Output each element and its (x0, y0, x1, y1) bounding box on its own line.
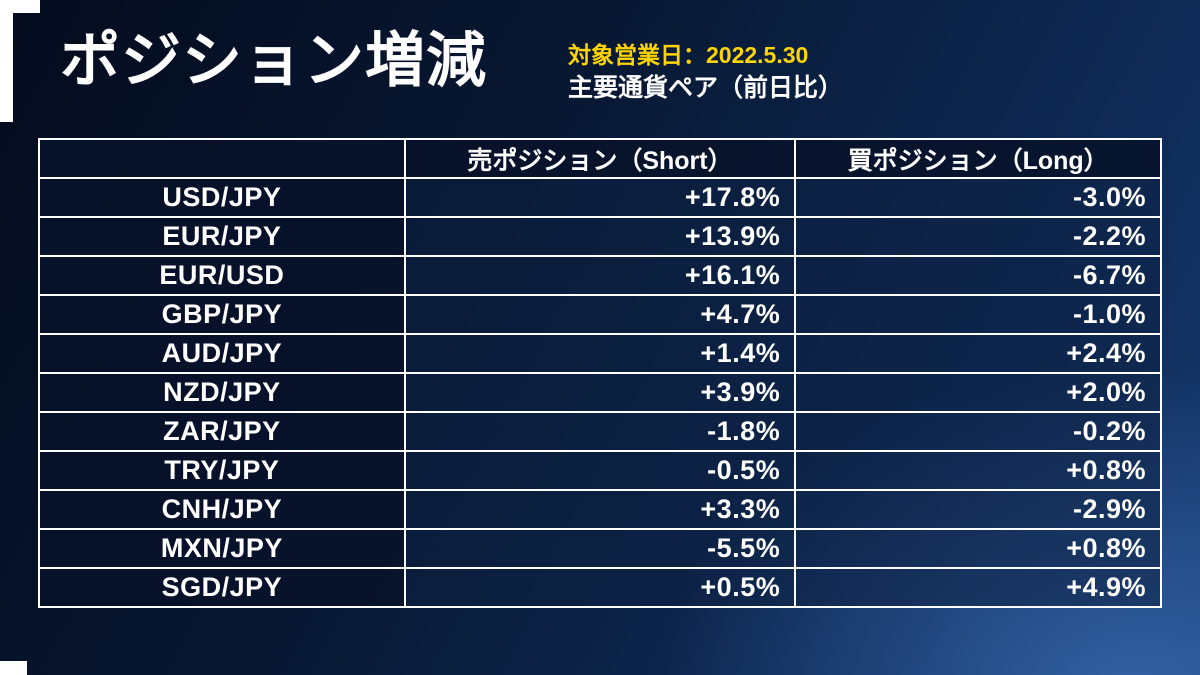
currency-pair-cell: CNH/JPY (38, 489, 406, 530)
table-row: SGD/JPY +0.5% +4.9% (38, 567, 1162, 608)
short-change-cell: +1.4% (403, 333, 797, 374)
subtitle: 主要通貨ペア（前日比） (568, 74, 844, 102)
corner-accent-top-left-vertical (0, 0, 13, 122)
table-row: TRY/JPY -0.5% +0.8% (38, 450, 1162, 491)
short-change-cell: -0.5% (403, 450, 797, 491)
table-row: EUR/JPY +13.9% -2.2% (38, 216, 1162, 257)
long-change-cell: +0.8% (794, 450, 1162, 491)
short-change-cell: +13.9% (403, 216, 797, 257)
table-row: MXN/JPY -5.5% +0.8% (38, 528, 1162, 569)
long-change-cell: -3.0% (794, 177, 1162, 218)
currency-pair-cell: NZD/JPY (38, 372, 406, 413)
column-header-short: 売ポジション（Short） (403, 138, 797, 179)
currency-pair-cell: USD/JPY (38, 177, 406, 218)
short-change-cell: -1.8% (403, 411, 797, 452)
long-change-cell: -1.0% (794, 294, 1162, 335)
currency-pair-cell: GBP/JPY (38, 294, 406, 335)
currency-pair-cell: AUD/JPY (38, 333, 406, 374)
long-change-cell: -2.2% (794, 216, 1162, 257)
currency-pair-cell: TRY/JPY (38, 450, 406, 491)
column-header-pair (38, 138, 406, 179)
table-body: USD/JPY +17.8% -3.0% EUR/JPY +13.9% -2.2… (38, 177, 1162, 608)
long-change-cell: +2.4% (794, 333, 1162, 374)
long-change-cell: +0.8% (794, 528, 1162, 569)
corner-accent-bottom-left (0, 661, 27, 675)
page-title: ポジション増減 (60, 27, 487, 94)
business-date-label: 対象営業日：2022.5.30 (568, 42, 809, 68)
currency-pair-cell: MXN/JPY (38, 528, 406, 569)
long-change-cell: -0.2% (794, 411, 1162, 452)
long-change-cell: +2.0% (794, 372, 1162, 413)
short-change-cell: -5.5% (403, 528, 797, 569)
short-change-cell: +0.5% (403, 567, 797, 608)
long-change-cell: -2.9% (794, 489, 1162, 530)
long-change-cell: +4.9% (794, 567, 1162, 608)
currency-pair-cell: ZAR/JPY (38, 411, 406, 452)
table-row: NZD/JPY +3.9% +2.0% (38, 372, 1162, 413)
table-row: AUD/JPY +1.4% +2.4% (38, 333, 1162, 374)
short-change-cell: +3.3% (403, 489, 797, 530)
currency-pair-cell: EUR/USD (38, 255, 406, 296)
short-change-cell: +4.7% (403, 294, 797, 335)
short-change-cell: +3.9% (403, 372, 797, 413)
currency-pair-cell: SGD/JPY (38, 567, 406, 608)
position-change-table: 売ポジション（Short） 買ポジション（Long） USD/JPY +17.8… (38, 138, 1162, 608)
long-change-cell: -6.7% (794, 255, 1162, 296)
currency-pair-cell: EUR/JPY (38, 216, 406, 257)
short-change-cell: +16.1% (403, 255, 797, 296)
table-row: CNH/JPY +3.3% -2.9% (38, 489, 1162, 530)
column-header-long: 買ポジション（Long） (794, 138, 1162, 179)
table-header-row: 売ポジション（Short） 買ポジション（Long） (38, 138, 1162, 179)
table-row: ZAR/JPY -1.8% -0.2% (38, 411, 1162, 452)
table-row: USD/JPY +17.8% -3.0% (38, 177, 1162, 218)
table-row: GBP/JPY +4.7% -1.0% (38, 294, 1162, 335)
short-change-cell: +17.8% (403, 177, 797, 218)
table-row: EUR/USD +16.1% -6.7% (38, 255, 1162, 296)
